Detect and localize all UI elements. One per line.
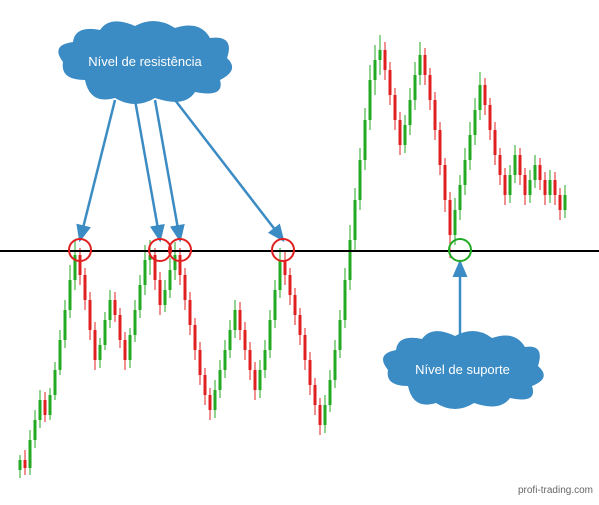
- candlestick-chart: Nível de resistência Nível de suporte pr…: [0, 0, 599, 500]
- level-touch-circle: [271, 238, 295, 262]
- level-touch-circle: [168, 238, 192, 262]
- level-touch-circle: [68, 238, 92, 262]
- level-touch-circle: [448, 238, 472, 262]
- watermark: profi-trading.com: [518, 485, 593, 496]
